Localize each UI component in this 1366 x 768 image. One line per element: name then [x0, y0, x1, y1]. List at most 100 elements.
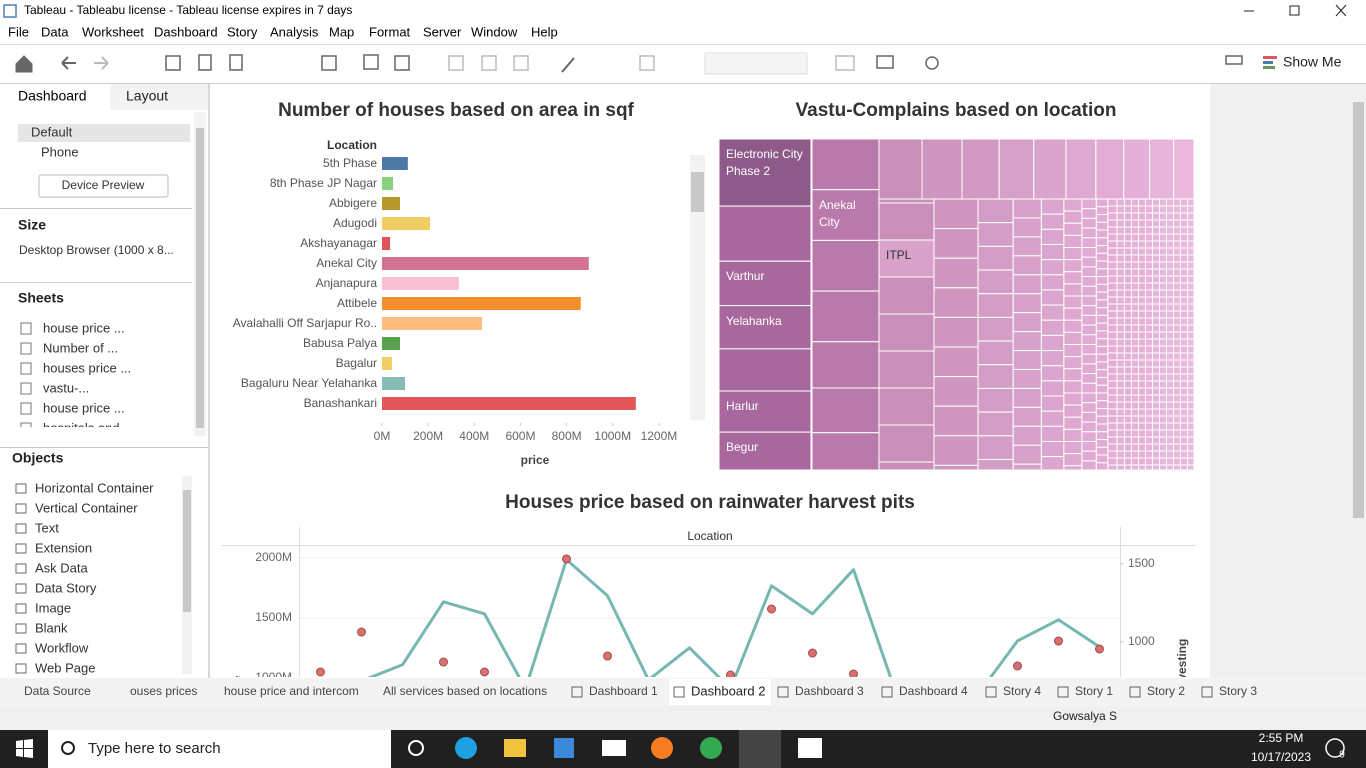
treemap-texture: [1107, 198, 1118, 207]
firefox-icon[interactable]: [651, 737, 673, 759]
y2-tick-label: 1500: [1128, 556, 1155, 570]
active-sheet-tab[interactable]: Dashboard 2: [691, 683, 765, 698]
new-datasource[interactable]: [198, 54, 212, 71]
restore[interactable]: [1289, 5, 1300, 16]
sheet-item[interactable]: house price ...: [43, 320, 125, 335]
object-item[interactable]: Workflow: [35, 640, 89, 655]
explorer-icon[interactable]: [504, 739, 526, 757]
show-me-button[interactable]: Show Me: [1283, 54, 1342, 70]
treemap-texture: [1158, 317, 1167, 326]
search-placeholder[interactable]: Type here to search: [88, 740, 221, 757]
forward-button[interactable]: [94, 56, 109, 70]
sheet-tab[interactable]: Dashboard 1: [589, 684, 658, 698]
device-option[interactable]: Phone: [41, 144, 79, 159]
treemap-texture: [1107, 240, 1118, 249]
menu-item[interactable]: Window: [471, 24, 518, 39]
back-button[interactable]: [61, 56, 76, 70]
presentation-mode[interactable]: [876, 55, 894, 69]
search-box[interactable]: [48, 730, 391, 768]
treemap-texture: [1123, 345, 1132, 354]
object-item[interactable]: Image: [35, 600, 71, 615]
sheet-item[interactable]: hospitals and: [43, 420, 120, 435]
close[interactable]: [1335, 4, 1347, 17]
new-sheet[interactable]: [321, 55, 337, 71]
notification-icon[interactable]: [1325, 738, 1345, 758]
menu-item[interactable]: Format: [369, 24, 411, 39]
menu-item[interactable]: Analysis: [270, 24, 319, 39]
sheet-item[interactable]: house price ...: [43, 400, 125, 415]
swap-button[interactable]: [448, 55, 464, 71]
sheet-tab[interactable]: Dashboard 3: [795, 684, 864, 698]
device-preview-button[interactable]: [38, 174, 169, 198]
scrollbar-thumb[interactable]: [691, 172, 704, 212]
treemap-texture: [1151, 436, 1160, 445]
menu-item[interactable]: Help: [531, 24, 558, 39]
object-item[interactable]: Ask Data: [35, 560, 89, 575]
menu-item[interactable]: File: [8, 24, 29, 39]
sheet-tab[interactable]: Data Source: [24, 684, 91, 698]
panel-tab[interactable]: Layout: [126, 88, 168, 104]
device-option[interactable]: Default: [31, 124, 73, 139]
start-button[interactable]: [16, 739, 33, 758]
object-item[interactable]: Text: [35, 520, 59, 535]
treemap-texture: [1172, 345, 1181, 354]
object-item[interactable]: Horizontal Container: [35, 480, 154, 495]
menu-item[interactable]: Dashboard: [154, 24, 218, 39]
sheet-item[interactable]: houses price ...: [43, 360, 131, 375]
sort-asc[interactable]: [481, 55, 497, 71]
treemap-texture: [1151, 261, 1160, 270]
store-icon[interactable]: [554, 738, 574, 758]
sheet-tab[interactable]: Story 2: [1147, 684, 1185, 698]
sheet-tab[interactable]: Story 3: [1219, 684, 1257, 698]
object-item[interactable]: Data Story: [35, 580, 97, 595]
sheet-tab[interactable]: All services based on locations: [383, 684, 547, 698]
sheet-tab[interactable]: Story 1: [1075, 684, 1113, 698]
sheet-tab[interactable]: Dashboard 4: [899, 684, 968, 698]
sheet-tab[interactable]: Story 4: [1003, 684, 1041, 698]
sort-desc[interactable]: [513, 55, 529, 71]
menu-item[interactable]: Data: [41, 24, 69, 39]
photos-icon[interactable]: [798, 738, 822, 758]
task-view[interactable]: [408, 740, 424, 756]
edge-icon[interactable]: [455, 737, 477, 759]
menu-item[interactable]: Map: [329, 24, 354, 39]
object-item[interactable]: Extension: [35, 540, 92, 555]
pause-button[interactable]: [229, 54, 243, 71]
chrome-icon[interactable]: [700, 737, 722, 759]
labels-button[interactable]: [639, 55, 655, 71]
format-painter[interactable]: [1225, 55, 1243, 65]
treemap-texture: [1095, 314, 1109, 324]
duplicate-sheet[interactable]: [363, 54, 379, 70]
scrollbar-thumb[interactable]: [183, 490, 191, 612]
treemap-texture: [1063, 392, 1083, 406]
menu-item[interactable]: Server: [423, 24, 462, 39]
mail-icon[interactable]: [602, 740, 626, 756]
clear-sheet[interactable]: [394, 55, 410, 71]
highlight-button[interactable]: [561, 57, 575, 73]
sheet-tab[interactable]: house price and intercom: [224, 684, 359, 698]
sheet-item[interactable]: Number of ...: [43, 340, 118, 355]
menu-item[interactable]: Worksheet: [82, 24, 144, 39]
fit-dropdown[interactable]: [704, 52, 808, 75]
tableau-taskbar-active[interactable]: [739, 730, 781, 768]
object-item[interactable]: Vertical Container: [35, 500, 138, 515]
object-item[interactable]: Blank: [35, 620, 68, 635]
object-icon: [15, 543, 27, 554]
size-dropdown[interactable]: Desktop Browser (1000 x 8...: [19, 243, 174, 257]
scrollbar[interactable]: [690, 155, 705, 420]
user-name[interactable]: Gowsalya S: [1053, 709, 1117, 723]
panel-tab[interactable]: Dashboard: [18, 88, 87, 104]
object-item[interactable]: Web Page: [35, 660, 95, 675]
menu-item[interactable]: Story: [227, 24, 258, 39]
device-preview-label[interactable]: Device Preview: [62, 178, 145, 192]
save-button[interactable]: [165, 55, 181, 71]
treemap-texture: [1130, 408, 1139, 417]
treemap-texture: [1172, 226, 1181, 235]
home-button[interactable]: [15, 55, 33, 73]
share-button[interactable]: [925, 56, 939, 70]
sheet-item[interactable]: vastu-...: [43, 380, 89, 395]
scrollbar-thumb[interactable]: [1353, 102, 1364, 518]
sheet-tab[interactable]: ouses prices: [130, 684, 197, 698]
show-cards[interactable]: [835, 55, 855, 71]
scrollbar-thumb[interactable]: [196, 128, 204, 428]
